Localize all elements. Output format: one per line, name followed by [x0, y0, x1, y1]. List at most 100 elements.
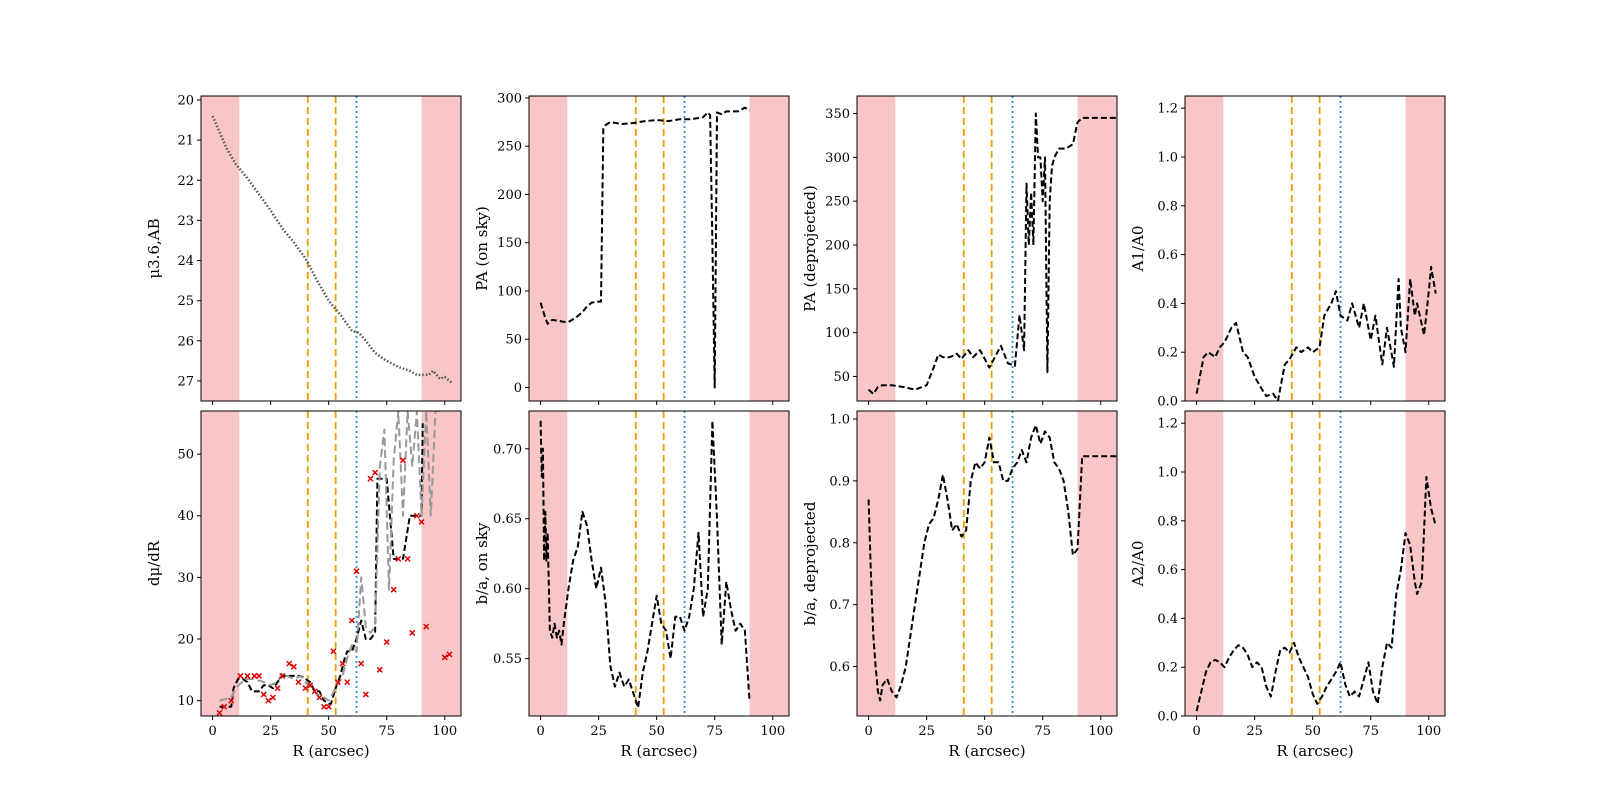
- scatter-marker-x: [409, 629, 416, 636]
- y-tick-label: 30: [177, 571, 194, 586]
- scatter-marker-x: [307, 682, 314, 689]
- y-tick-label: 0.0: [1157, 710, 1178, 725]
- series-line-black-dashed: [539, 106, 751, 389]
- y-tick-label: 0.8: [829, 536, 850, 551]
- shaded-region: [1185, 96, 1224, 401]
- scatter-marker-x: [353, 568, 360, 575]
- y-tick-label: 300: [825, 151, 850, 166]
- scatter-marker-x: [344, 679, 351, 686]
- x-tick-label: 75: [1362, 724, 1379, 739]
- scatter-marker-x: [367, 475, 374, 482]
- shaded-region: [421, 96, 461, 401]
- y-tick-label: 1.0: [1157, 151, 1178, 166]
- y-axis-label: b/a, on sky: [473, 522, 491, 604]
- y-tick-label: 250: [497, 140, 522, 155]
- scatter-marker-x: [228, 697, 235, 704]
- y-tick-label: 300: [497, 91, 522, 106]
- series-line-gray-dashed: [219, 411, 441, 702]
- y-tick-label: 0.8: [1157, 514, 1178, 529]
- x-tick-label: 0: [1192, 724, 1200, 739]
- y-tick-label: 0.6: [1157, 563, 1178, 578]
- y-tick-label: 1.0: [829, 413, 850, 428]
- panel-ba_deproj: 0 25 50 75 100 0.6 0.7 0.8 0.9 1.0 R (arcsec) b/a, …: [801, 410, 1118, 760]
- y-axis-label: μ3.6,AB: [145, 218, 163, 278]
- scatter-marker-x: [358, 660, 365, 667]
- y-tick-label: 50: [833, 370, 850, 385]
- scatter-marker-x: [237, 672, 244, 679]
- scatter-marker-x: [269, 694, 276, 701]
- plot-area: [857, 96, 1117, 401]
- x-tick-label: 0: [864, 724, 872, 739]
- panel-pa_sky: 0 50 100 150 200 250 300 PA (on sky): [473, 91, 790, 405]
- x-tick-label: 25: [590, 724, 607, 739]
- series-line-black-dashed: [219, 423, 424, 708]
- x-tick-label: 100: [760, 724, 785, 739]
- shaded-region: [749, 411, 789, 716]
- x-tick-label: 100: [1416, 724, 1441, 739]
- scatter-marker-x: [265, 697, 272, 704]
- scatter-marker-x: [260, 691, 267, 698]
- plot-area: [1185, 411, 1445, 716]
- y-axis-label: dμ/dR: [145, 540, 163, 586]
- y-tick-label: 22: [177, 174, 194, 189]
- y-axis-label: PA (on sky): [473, 206, 491, 291]
- plot-area: [529, 96, 789, 401]
- y-tick-label: 100: [825, 326, 850, 341]
- panel-a2: 0 25 50 75 100 0.0 0.2 0.4 0.6 0.8 1.0 1.2 R (arcsec…: [1129, 410, 1446, 760]
- y-tick-label: 0.6: [1157, 248, 1178, 263]
- shaded-region: [1405, 411, 1445, 716]
- scatter-marker-x: [311, 688, 318, 695]
- panel-ba_sky: 0 25 50 75 100 0.55 0.60 0.65 0.70 R (arcsec) b/a,…: [473, 410, 790, 760]
- y-tick-label: 40: [177, 509, 194, 524]
- shaded-region: [857, 96, 896, 401]
- y-tick-label: 0.0: [1157, 395, 1178, 410]
- y-tick-label: 0.65: [493, 512, 522, 527]
- scatter-marker-x: [348, 617, 355, 624]
- series-line-black-dashed: [1195, 265, 1437, 401]
- scatter-marker-x: [316, 694, 323, 701]
- x-tick-label: 100: [432, 724, 457, 739]
- series-line-black-dashed: [1195, 475, 1437, 712]
- panel-pa_deproj: 50 100 150 200 250 300 350 PA (deprojected): [801, 95, 1118, 405]
- shaded-region: [201, 411, 240, 716]
- scatter-marker-x: [399, 457, 406, 464]
- y-tick-label: 250: [825, 195, 850, 210]
- plot-area: [201, 411, 461, 716]
- scatter-marker-x: [446, 651, 453, 658]
- x-tick-label: 0: [536, 724, 544, 739]
- scatter-marker-x: [274, 685, 281, 692]
- scatter-marker-x: [251, 672, 258, 679]
- series-line-black-dashed: [867, 112, 1117, 395]
- x-tick-label: 0: [208, 724, 216, 739]
- y-tick-label: 24: [177, 254, 194, 269]
- y-tick-label: 26: [177, 334, 194, 349]
- axes-frame: [1184, 410, 1446, 717]
- scatter-marker-x: [334, 679, 341, 686]
- axes-frame: [200, 410, 462, 717]
- y-tick-label: 200: [825, 238, 850, 253]
- y-tick-label: 0.4: [1157, 612, 1178, 627]
- scatter-marker-x: [362, 691, 369, 698]
- y-tick-label: 27: [177, 374, 194, 389]
- shaded-region: [529, 96, 568, 401]
- shaded-region: [749, 96, 789, 401]
- y-tick-label: 0.70: [493, 442, 522, 457]
- shaded-region: [1077, 96, 1117, 401]
- scatter-marker-x: [339, 660, 346, 667]
- scatter-marker-x: [302, 685, 309, 692]
- y-tick-label: 1.2: [1157, 102, 1178, 117]
- panel-mu: 20 21 22 23 24 25 26 27 μ3.6,AB: [145, 94, 462, 405]
- scatter-marker-x: [395, 555, 402, 562]
- x-tick-label: 25: [918, 724, 935, 739]
- y-tick-label: 1.2: [1157, 417, 1178, 432]
- x-axis-label: R (arcsec): [292, 742, 369, 760]
- scatter-marker-x: [418, 518, 425, 525]
- y-tick-label: 20: [177, 94, 194, 109]
- scatter-marker-x: [383, 639, 390, 646]
- x-tick-label: 25: [1246, 724, 1263, 739]
- x-tick-label: 75: [706, 724, 723, 739]
- scatter-marker-x: [404, 555, 411, 562]
- x-tick-label: 50: [976, 724, 993, 739]
- y-tick-label: 10: [177, 694, 194, 709]
- series-line-gray-dotted: [211, 115, 453, 384]
